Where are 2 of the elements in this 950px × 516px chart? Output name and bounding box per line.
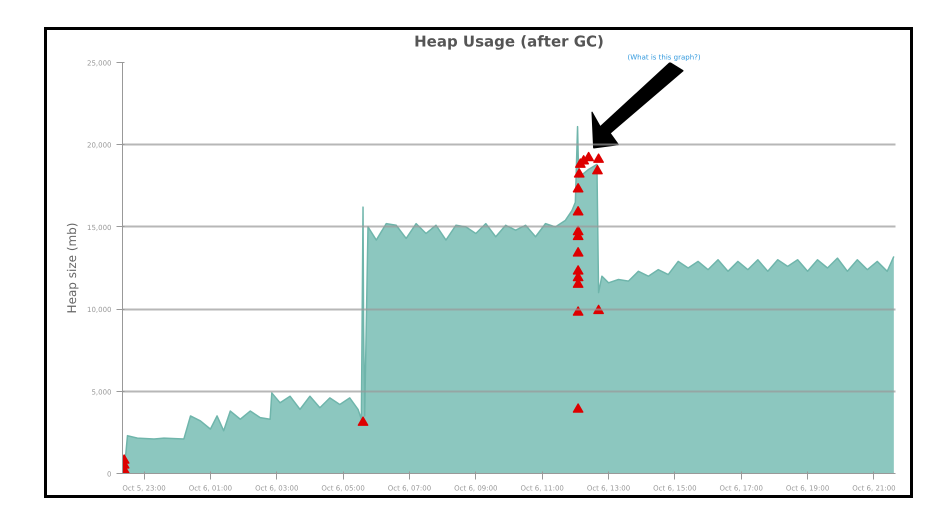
y-axis-title: Heap size (mb) — [65, 222, 80, 314]
chart-title: Heap Usage (after GC) — [414, 32, 604, 50]
